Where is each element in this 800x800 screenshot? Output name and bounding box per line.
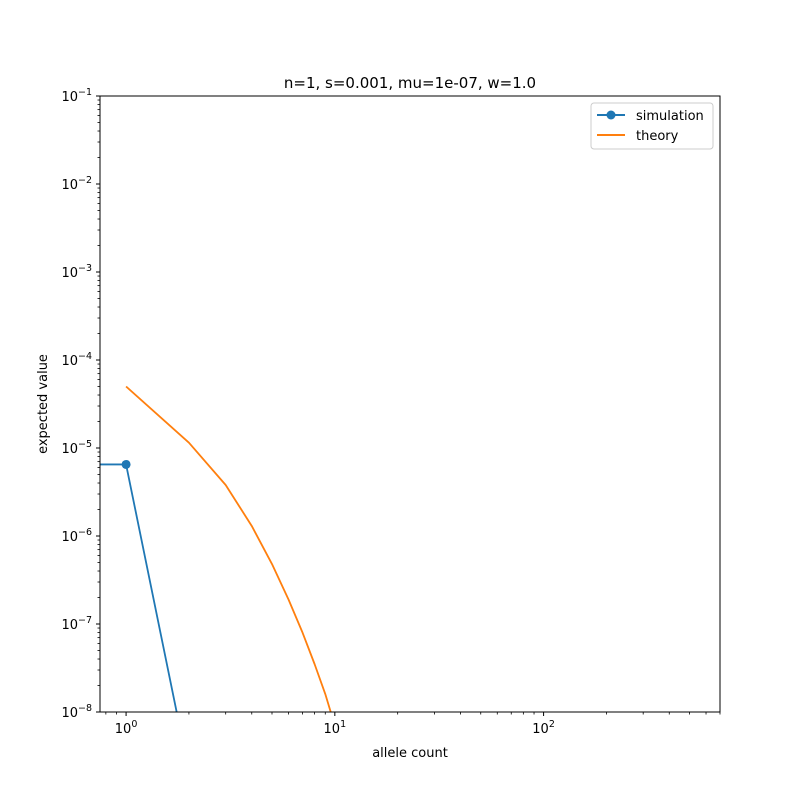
plot-frame xyxy=(99,95,721,713)
legend: simulation theory xyxy=(590,102,714,150)
simulation-point xyxy=(121,459,131,469)
chart-title: n=1, s=0.001, mu=1e-07, w=1.0 xyxy=(284,74,536,92)
y-tick-label: 10−2 xyxy=(61,175,92,193)
x-tick-label: 101 xyxy=(324,719,347,737)
legend-simulation-marker xyxy=(606,110,616,120)
series-layer xyxy=(100,385,332,712)
y-tick-label: 10−3 xyxy=(61,263,92,281)
legend-theory-label: theory xyxy=(636,129,679,144)
x-tick-label: 100 xyxy=(115,719,138,737)
y-tick-label: 10−8 xyxy=(61,703,92,721)
y-axis-label: expected value xyxy=(36,354,51,454)
x-tick-label: 102 xyxy=(532,719,555,737)
theory-line xyxy=(125,385,332,712)
plot-area xyxy=(100,96,720,712)
ticks-layer: 100 101 102 10−8 10−7 10−6 10−5 10−4 10−3 10−2 10−… xyxy=(61,87,721,737)
legend-simulation-label: simulation xyxy=(636,109,704,124)
y-tick-label: 10−6 xyxy=(61,527,92,545)
y-tick-label: 10−1 xyxy=(61,87,92,105)
y-tick-label: 10−7 xyxy=(61,615,92,633)
y-tick-label: 10−5 xyxy=(61,439,92,457)
x-axis-label: allele count xyxy=(372,746,448,761)
y-tick-label: 10−4 xyxy=(61,351,92,369)
